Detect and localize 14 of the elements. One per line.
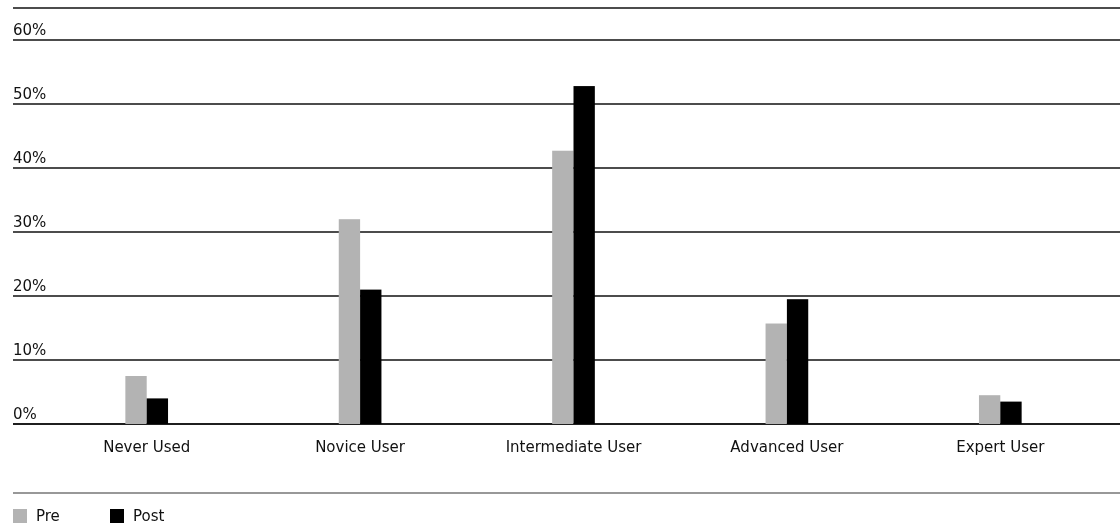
- legend-label: Pre: [36, 506, 60, 525]
- y-tick-label: 10%: [13, 341, 47, 359]
- y-tick-label: 20%: [13, 277, 47, 295]
- legend-label: Post: [133, 506, 165, 525]
- x-tick-label: Advanced User: [730, 437, 845, 456]
- y-tick-label: 40%: [13, 149, 47, 167]
- y-tick-label: 60%: [13, 21, 47, 39]
- x-tick-label: Never Used: [103, 437, 191, 456]
- x-tick-label: Intermediate User: [505, 437, 643, 456]
- x-tick-label: Expert User: [956, 437, 1046, 456]
- y-tick-label: 30%: [13, 213, 47, 231]
- y-tick-label: 0%: [13, 405, 37, 423]
- x-tick-label: Novice User: [315, 437, 406, 456]
- y-tick-label: 50%: [13, 85, 47, 103]
